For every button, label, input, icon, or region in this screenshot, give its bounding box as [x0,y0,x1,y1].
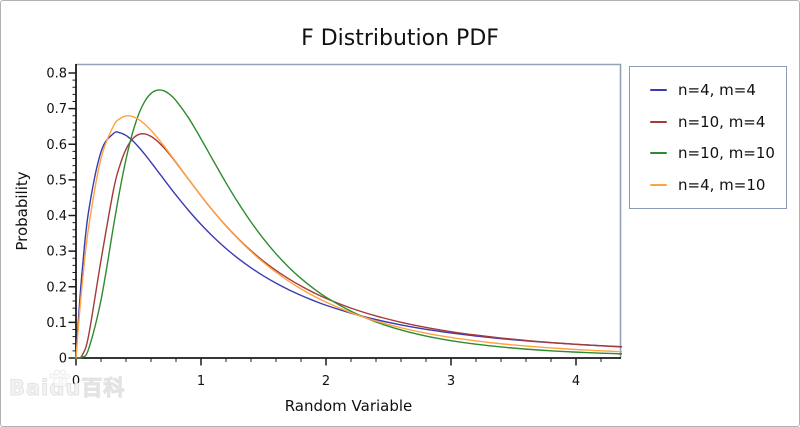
legend-item: n=10, m=4 [650,113,786,131]
svg-text:0.5: 0.5 [46,173,67,188]
svg-text:3: 3 [447,374,455,389]
axis-ticks [68,72,602,366]
curve-n-4-m-10 [75,115,622,359]
curve-n-4-m-4 [75,131,622,359]
svg-text:0.1: 0.1 [46,316,67,331]
svg-text:0.7: 0.7 [46,102,67,117]
svg-text:2: 2 [322,374,330,389]
legend-item: n=4, m=4 [650,81,786,99]
svg-text:1: 1 [197,374,205,389]
legend-label: n=10, m=4 [678,112,766,131]
tick-labels: 0 0.1 0.2 0.3 0.4 0.5 0.6 0.7 0.8 0 1 2 3 4 [46,67,580,390]
plot-frame [76,63,622,358]
legend-swatch-icon [650,184,667,187]
svg-text:0.8: 0.8 [46,67,67,82]
svg-text:0: 0 [72,374,80,389]
legend-swatch-icon [650,152,667,155]
legend-item: n=4, m=10 [650,176,786,194]
y-axis-title: Probability [13,171,31,251]
svg-text:0.3: 0.3 [46,245,67,260]
legend-label: n=4, m=4 [678,80,756,99]
legend-label: n=10, m=10 [678,144,775,163]
legend-item: n=10, m=10 [650,144,786,162]
paw-icon [49,369,71,388]
curve-n-10-m-4 [75,133,622,359]
legend-box: n=4, m=4 n=10, m=4 n=10, m=10 n=4, m=10 [629,66,787,209]
svg-text:0.4: 0.4 [46,209,67,224]
legend-swatch-icon [650,120,667,123]
x-axis-title: Random Variable [284,397,413,415]
legend-swatch-icon [650,88,667,91]
svg-text:0.6: 0.6 [46,138,67,153]
svg-text:0: 0 [59,352,67,367]
chart-title: F Distribution PDF [301,26,499,51]
curve-n-10-m-10 [75,89,622,359]
legend-label: n=4, m=10 [678,176,766,195]
watermark: Baidu百科 [8,376,126,401]
axes [75,64,621,359]
svg-text:4: 4 [572,374,580,389]
svg-text:0.2: 0.2 [46,280,67,295]
curves [75,89,622,359]
